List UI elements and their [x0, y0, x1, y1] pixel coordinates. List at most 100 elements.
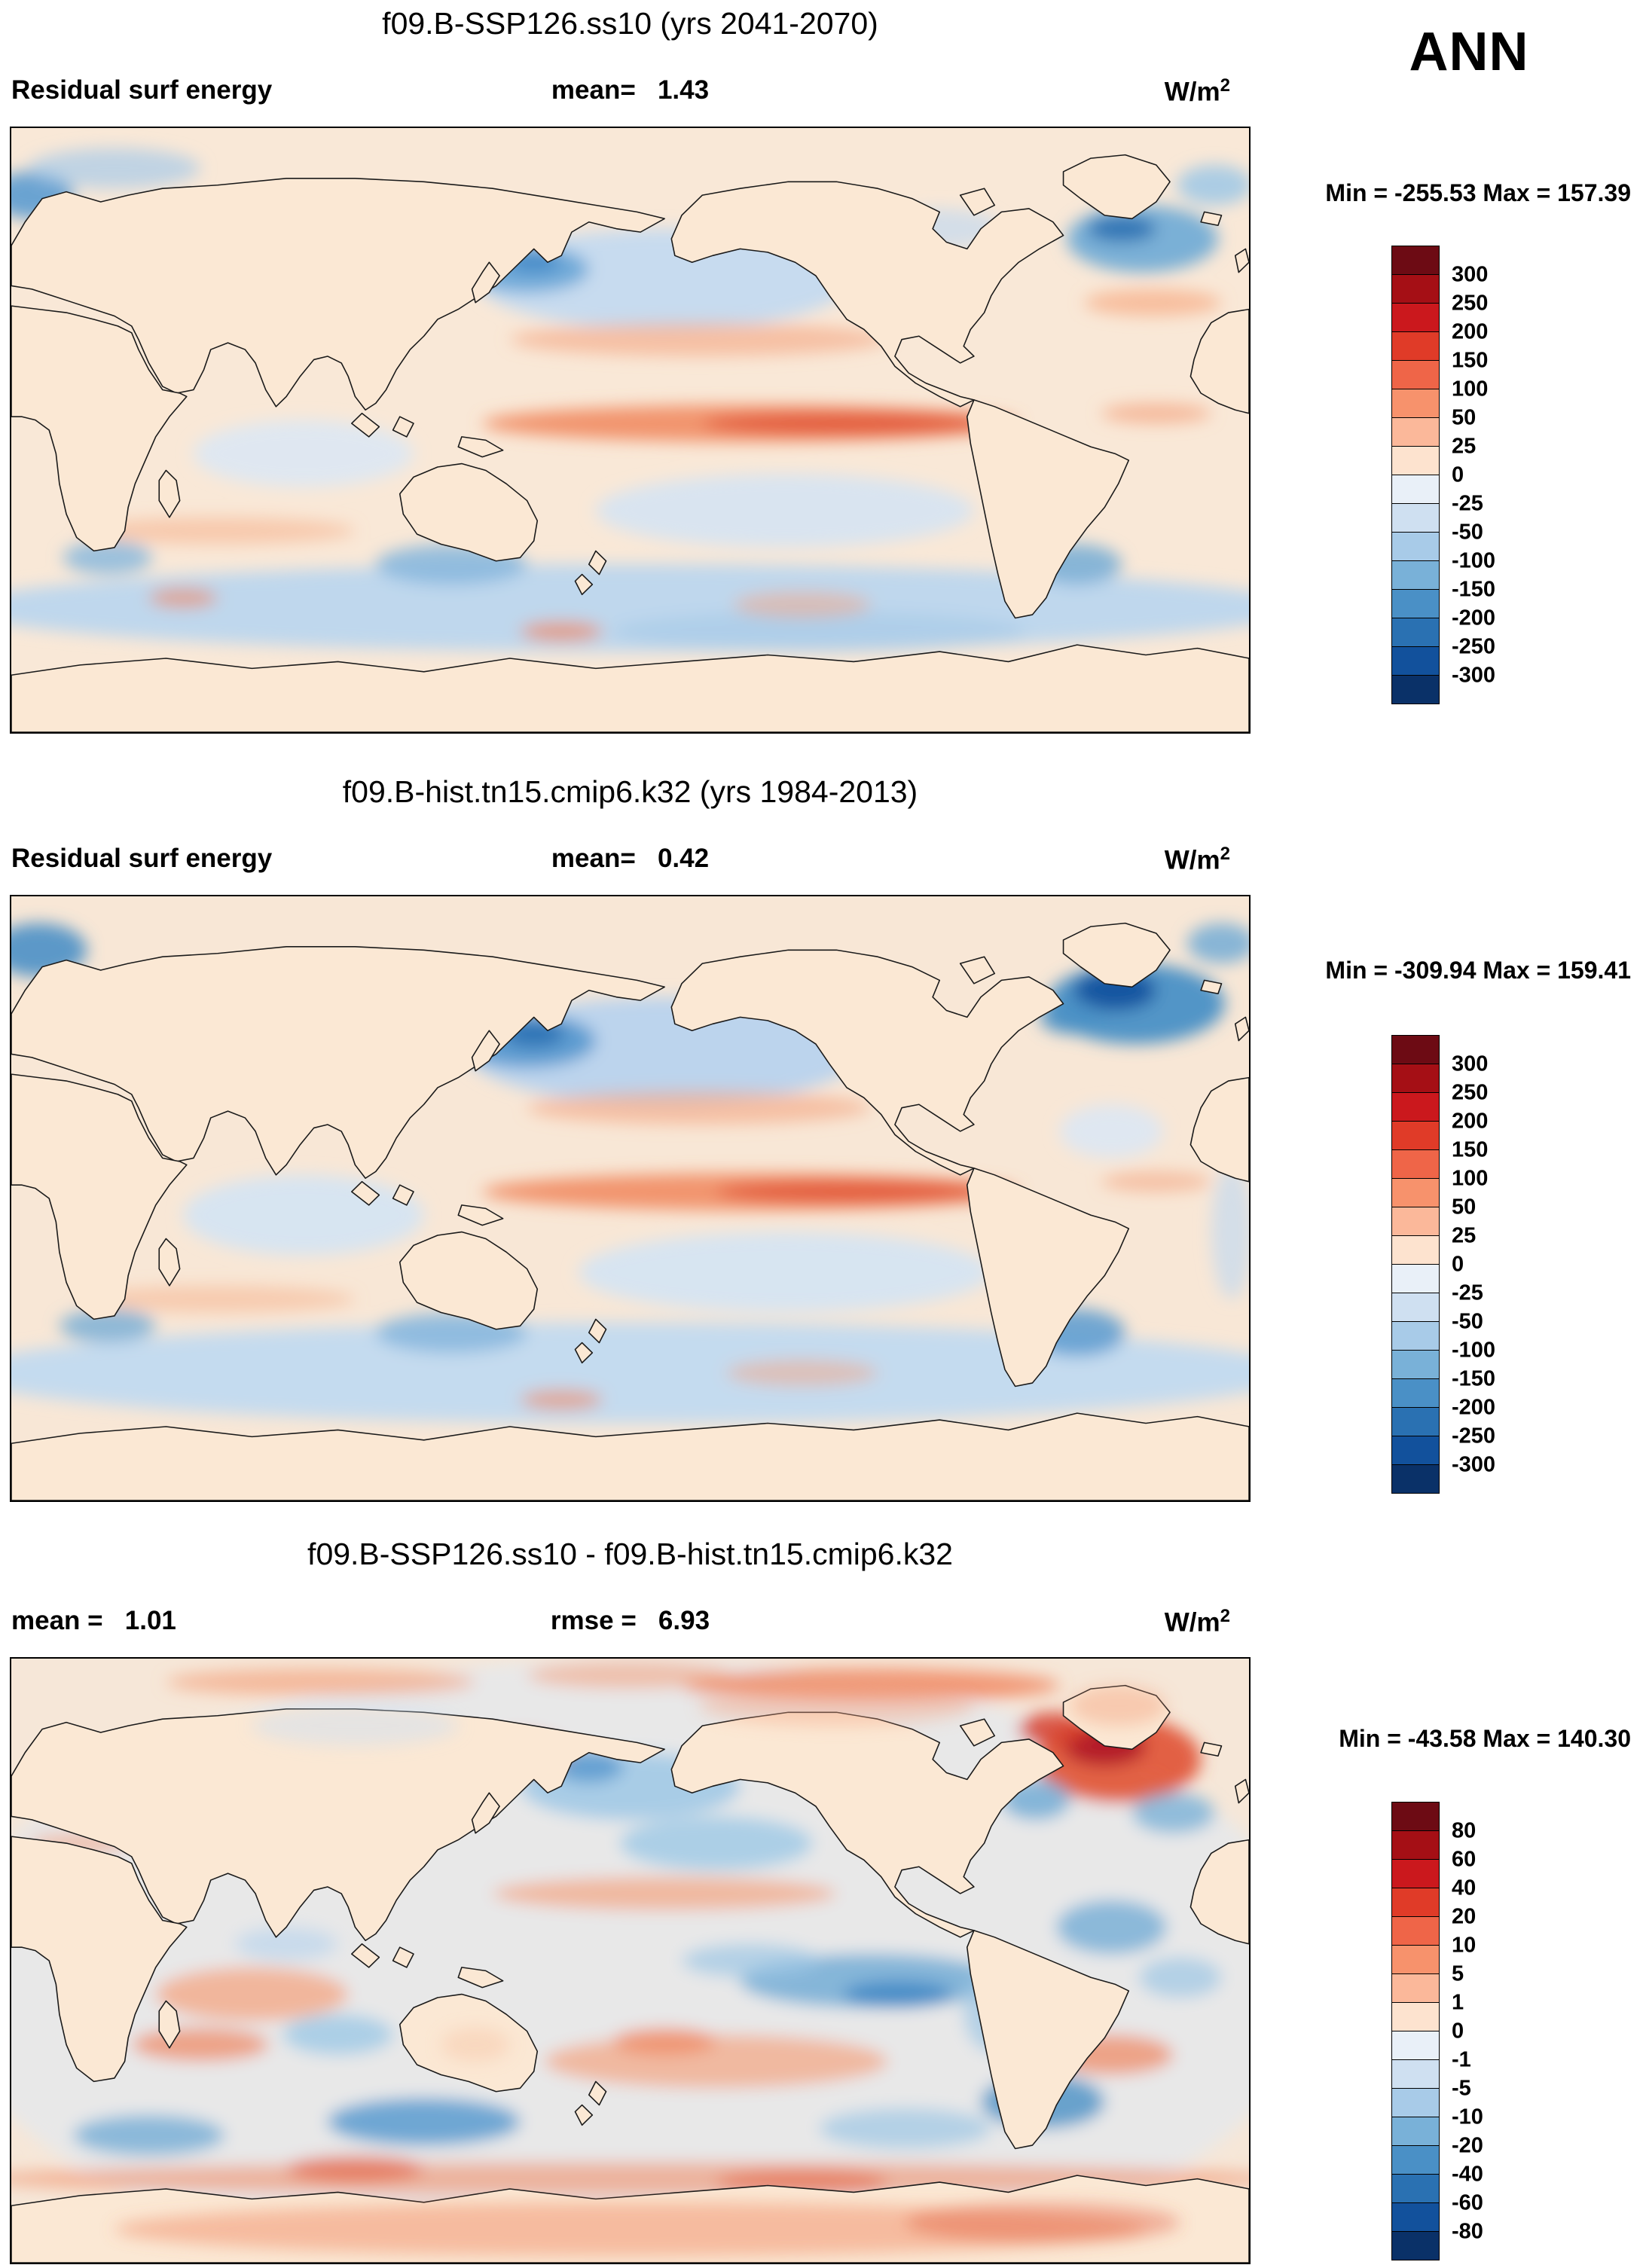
panel1-variable-label: Residual surf energy	[11, 75, 273, 105]
colorbar-cell	[1391, 246, 1440, 275]
panel1-title: f09.B-SSP126.ss10 (yrs 2041-2070)	[382, 6, 878, 41]
colorbar-tick-label: -5	[1452, 2076, 1471, 2101]
units-exponent: 2	[1220, 1606, 1230, 1626]
colorbar-cell	[1391, 1121, 1440, 1150]
panel1-mean-stat: mean= 1.43	[551, 75, 710, 105]
colorbar-cell	[1391, 389, 1440, 418]
colorbar-cell	[1391, 532, 1440, 561]
colorbar-tick-label: 25	[1452, 434, 1477, 459]
colorbar-tick-label: 150	[1452, 1137, 1489, 1162]
colorbar-cell	[1391, 303, 1440, 332]
field-blob	[1101, 403, 1211, 424]
colorbar-tick-label: -20	[1452, 2133, 1483, 2158]
colorbar-tick-label: 0	[1452, 1252, 1464, 1277]
field-blob	[155, 1967, 349, 2022]
panel2-colorbar: 300 250 200 150 100 50 25 0 -25 -50 -100 -150 -200 -2…	[1391, 1035, 1495, 1494]
colorbar-tick-label: 0	[1452, 462, 1464, 487]
colorbar-cell	[1391, 2202, 1440, 2232]
panel1-units-label: W/m2	[1095, 75, 1230, 108]
field-blobs-ocean	[11, 148, 1249, 652]
colorbar-tick-label: 100	[1452, 377, 1489, 401]
panel-hist: f09.B-hist.tn15.cmip6.k32 (yrs 1984-2013…	[10, 774, 1635, 1520]
colorbar-cell	[1391, 417, 1440, 447]
field-blob	[527, 1662, 734, 1690]
colorbar-tick-label: -80	[1452, 2219, 1483, 2244]
colorbar-tick-label: 40	[1452, 1876, 1477, 1900]
colorbar-cell	[1391, 589, 1440, 618]
colorbar-tick-label: 100	[1452, 1166, 1489, 1191]
field-blob	[520, 1389, 603, 1410]
colorbar-tick-label: -25	[1452, 1281, 1483, 1305]
field-blob	[1056, 1900, 1167, 1955]
colorbar-tick-label: -60	[1452, 2190, 1483, 2215]
field-blob	[131, 2028, 270, 2062]
colorbar-cell	[1391, 1321, 1440, 1351]
field-blob	[509, 322, 888, 356]
colorbar-tick-label: 300	[1452, 1052, 1489, 1076]
colorbar-cell	[1391, 2231, 1440, 2260]
colorbar-cell	[1391, 1207, 1440, 1236]
colorbar-tick-label: -250	[1452, 634, 1496, 659]
colorbar-tick-label: 1	[1452, 1990, 1464, 2015]
colorbar-tick-label: -150	[1452, 577, 1496, 602]
field-blob	[441, 2028, 510, 2062]
colorbar-tick-label: 200	[1452, 319, 1489, 344]
colorbar-tick-label: 25	[1452, 1223, 1477, 1248]
panel-ssp126: f09.B-SSP126.ss10 (yrs 2041-2070) Residu…	[10, 6, 1635, 752]
field-blob	[1138, 1957, 1222, 1998]
colorbar-tick-label: 50	[1452, 1195, 1477, 1219]
field-blob	[1087, 215, 1156, 243]
units-exponent: 2	[1220, 844, 1230, 864]
field-blob	[492, 1876, 837, 1911]
colorbar-cell	[1391, 1859, 1440, 1888]
colorbar-tick-label: 50	[1452, 405, 1477, 430]
field-blob	[819, 2108, 991, 2149]
field-blob	[905, 2202, 1180, 2243]
colorbar-cell	[1391, 1916, 1440, 1946]
map-panel1	[10, 127, 1251, 734]
map-panel3	[10, 1657, 1251, 2264]
colorbar-tick-label: -50	[1452, 1309, 1483, 1334]
field-blob	[80, 1285, 356, 1313]
colorbar-cell	[1391, 618, 1440, 647]
colorbar-cell	[1391, 2031, 1440, 2060]
units-exponent: 2	[1220, 75, 1230, 96]
field-blob	[114, 2202, 1147, 2257]
colorbar-cell	[1391, 646, 1440, 676]
panel3-mean-stat: mean = 1.01	[11, 1606, 176, 1635]
units-base: W/m	[1164, 1607, 1220, 1638]
colorbar-cell	[1391, 1350, 1440, 1379]
colorbar-cell	[1391, 446, 1440, 475]
panel1-colorbar: 300 250 200 150 100 50 25 0 -25 -50 -100 -150 -200 -2…	[1391, 246, 1495, 705]
field-blob	[1131, 1793, 1215, 1833]
field-blob	[1177, 165, 1249, 206]
field-blob	[286, 2155, 424, 2183]
field-blob	[520, 621, 603, 642]
colorbar-cell	[1391, 2145, 1440, 2175]
field-blob	[59, 1309, 156, 1343]
field-blob	[1101, 1171, 1211, 1192]
colorbar-tick-label: -10	[1452, 2105, 1483, 2129]
colorbar-cell	[1391, 503, 1440, 533]
field-blob	[579, 1232, 991, 1313]
panel3-minmax: Min = -43.58 Max = 140.30	[1339, 1725, 1631, 1752]
field-blob	[73, 2114, 224, 2156]
field-blob	[716, 1180, 991, 1204]
colorbar-cell	[1391, 360, 1440, 389]
colorbar-cell	[1391, 274, 1440, 304]
panel3-colorbar: 80 60 40 20 10 5 1 0 -1 -5 -10 -20 -40 -60 -80	[1391, 1802, 1483, 2261]
field-blobs-land	[114, 1685, 1180, 2257]
field-blob	[612, 611, 1026, 652]
colorbar-tick-label: 20	[1452, 1904, 1477, 1929]
colorbar-cell	[1391, 1064, 1440, 1093]
colorbar-cell	[1391, 560, 1440, 590]
field-blob	[733, 591, 871, 618]
field-blob	[1070, 1685, 1167, 1726]
panel-difference: f09.B-SSP126.ss10 - f09.B-hist.tn15.cmip…	[10, 1537, 1635, 2268]
field-blob	[619, 1816, 813, 1870]
colorbar-tick-label: 300	[1452, 262, 1489, 287]
map-panel2	[10, 895, 1251, 1502]
field-blob	[612, 2028, 716, 2055]
colorbar-cell	[1391, 2174, 1440, 2203]
